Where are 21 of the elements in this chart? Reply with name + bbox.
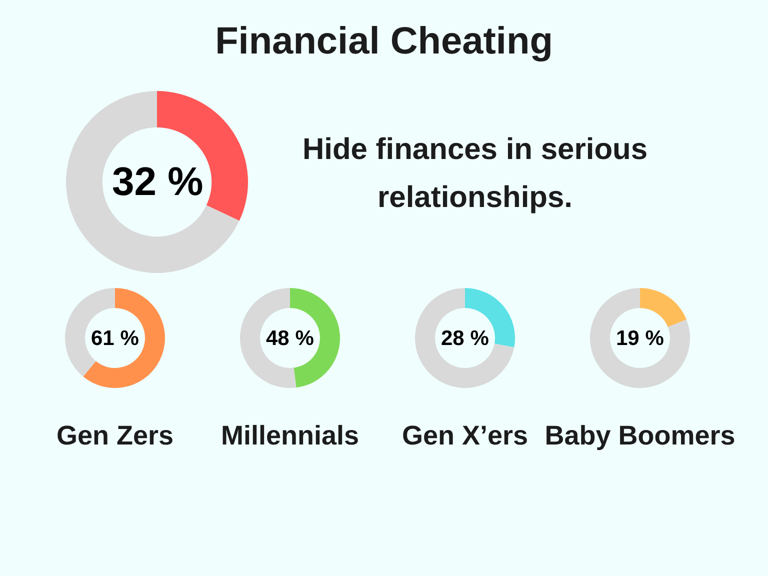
donut-slice: [465, 288, 515, 348]
donut-slice: [590, 288, 690, 388]
text: Hide finances in serious relationships.: [301, 132, 649, 216]
donut-slice: [290, 288, 340, 388]
text: Financial Cheating: [215, 20, 553, 62]
donut-slice: [415, 288, 514, 388]
text: 19 %: [616, 327, 664, 350]
text: 32 %: [112, 160, 204, 204]
text: Millennials: [220, 420, 360, 450]
text: 48 %: [266, 327, 314, 350]
donut-slice: [640, 288, 686, 327]
text: Gen X’ers: [402, 420, 528, 450]
donut-slice: [157, 91, 248, 221]
text: Baby Boomers: [544, 420, 736, 450]
text: 28 %: [441, 327, 490, 350]
donut-slice: [66, 91, 240, 273]
text: Gen Zers: [56, 420, 174, 450]
donut-slice: [65, 288, 115, 377]
text: 61 %: [91, 327, 140, 350]
donut-slice: [83, 288, 165, 388]
donut-slice: [240, 288, 296, 388]
